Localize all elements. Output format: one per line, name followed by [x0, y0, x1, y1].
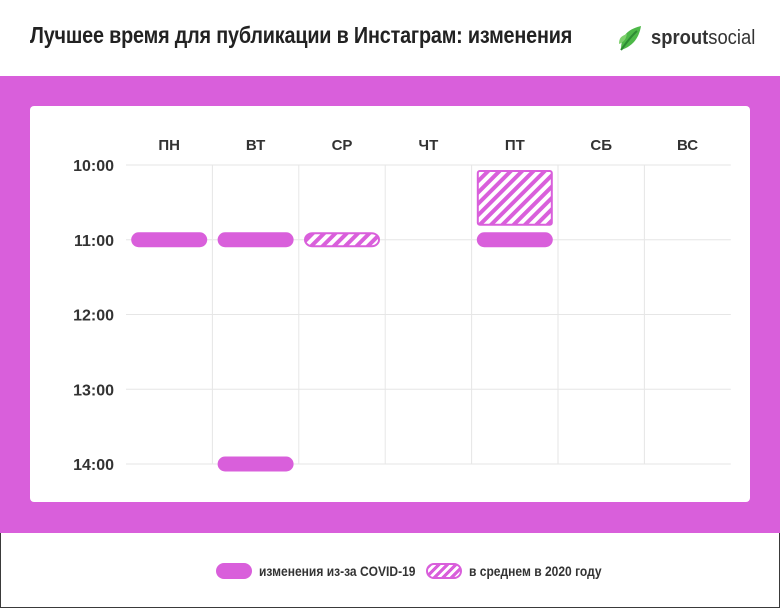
day-label: ПТ — [505, 137, 525, 154]
bar-2020-average — [476, 170, 553, 226]
day-label: СБ — [590, 137, 612, 154]
day-label: ПН — [158, 137, 180, 154]
logo-text: sproutsocial — [651, 27, 755, 50]
day-label: ВС — [677, 137, 698, 154]
legend-swatch-solid — [216, 563, 252, 579]
day-label: СР — [332, 137, 353, 154]
header: Лучшее время для публикации в Инстаграм:… — [0, 0, 780, 76]
hour-label: 10:00 — [73, 158, 114, 175]
hour-label: 13:00 — [73, 382, 114, 399]
bar-2020-average — [304, 232, 380, 248]
sprout-leaf-icon — [619, 26, 641, 51]
hour-label: 11:00 — [74, 233, 114, 250]
chart-title: Лучшее время для публикации в Инстаграм:… — [30, 22, 573, 48]
legend-label: в среднем в 2020 году — [469, 563, 602, 579]
legend-swatch-hatched — [426, 563, 462, 579]
logo-text-bold: sprout — [651, 27, 709, 49]
hour-label: 12:00 — [73, 308, 114, 325]
day-label: ВТ — [246, 137, 265, 154]
bar-covid-change — [476, 232, 553, 248]
bar-covid-change — [131, 232, 208, 248]
day-label: ЧТ — [419, 137, 439, 154]
legend: изменения из-за COVID-19 в среднем в 202… — [0, 550, 780, 590]
legend-label: изменения из-за COVID-19 — [259, 563, 416, 579]
logo-text-regular: social — [708, 27, 756, 49]
hour-label: 14:00 — [73, 457, 114, 474]
bar-covid-change — [217, 232, 294, 248]
chart-card: ПН ВТ СР ЧТ ПТ СБ ВС 10:00 11:00 12:00 13:00 14:00 — [30, 106, 750, 502]
schedule-chart: ПН ВТ СР ЧТ ПТ СБ ВС 10:00 11:00 12:00 13:00 14:00 — [73, 137, 731, 474]
bar-covid-change — [217, 456, 294, 472]
